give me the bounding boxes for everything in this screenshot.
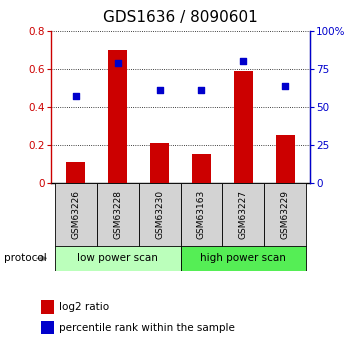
- Text: GSM63228: GSM63228: [113, 190, 122, 239]
- Bar: [150, 143, 169, 183]
- Bar: [264, 183, 306, 247]
- Point: [115, 60, 121, 66]
- Point: [157, 88, 162, 93]
- Bar: [180, 183, 222, 247]
- Point: [199, 88, 204, 93]
- Bar: [234, 71, 253, 183]
- Text: GSM63227: GSM63227: [239, 190, 248, 239]
- Text: GDS1636 / 8090601: GDS1636 / 8090601: [103, 10, 258, 25]
- Text: high power scan: high power scan: [200, 254, 286, 263]
- Bar: [222, 183, 264, 247]
- Bar: [192, 155, 211, 183]
- Bar: [180, 246, 306, 271]
- Point: [240, 59, 246, 64]
- Text: GSM63226: GSM63226: [71, 190, 80, 239]
- Text: protocol: protocol: [4, 253, 46, 263]
- Point: [282, 83, 288, 88]
- Bar: [139, 183, 180, 247]
- Bar: [41, 321, 53, 334]
- Bar: [108, 50, 127, 183]
- Text: GSM63229: GSM63229: [281, 190, 290, 239]
- Text: GSM63230: GSM63230: [155, 190, 164, 239]
- Bar: [41, 300, 53, 314]
- Bar: [276, 136, 295, 183]
- Bar: [97, 183, 139, 247]
- Text: low power scan: low power scan: [77, 254, 158, 263]
- Point: [73, 93, 79, 99]
- Bar: [55, 246, 180, 271]
- Text: GSM63163: GSM63163: [197, 190, 206, 239]
- Text: percentile rank within the sample: percentile rank within the sample: [59, 323, 235, 333]
- Bar: [66, 162, 85, 183]
- Bar: [55, 183, 97, 247]
- Text: log2 ratio: log2 ratio: [59, 302, 109, 312]
